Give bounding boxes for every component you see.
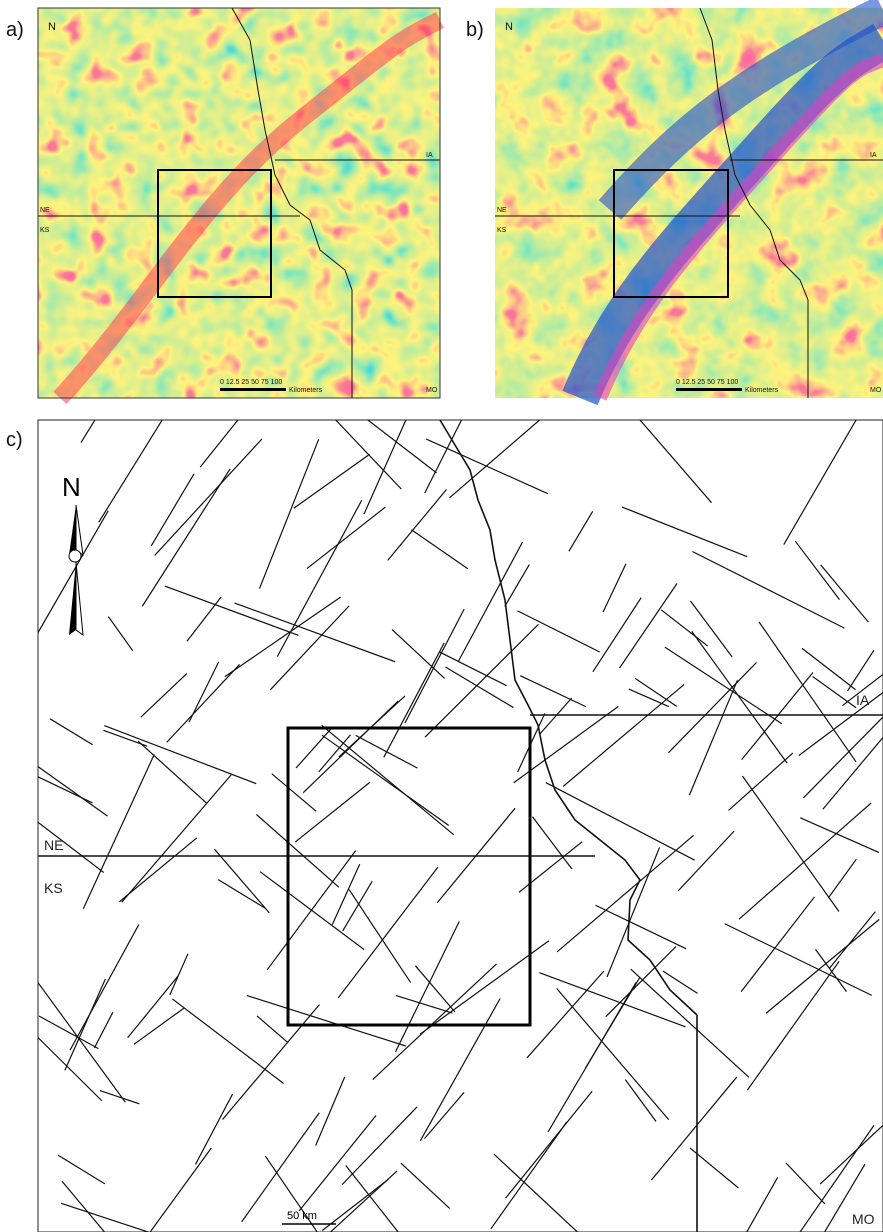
panel-label: c) [6,429,23,451]
state: IA [426,152,433,159]
scale-numbers: 0 12.5 25 50 75 100 [676,379,738,386]
state: MO [870,387,882,394]
scale-unit: Kilometers [745,387,779,394]
scale-unit: Kilometers [289,387,323,394]
panel-a: a) N NE KS IA MO 0 12.5 25 50 75 100 Kil… [6,8,440,398]
north: N [48,21,56,33]
state: MO [426,387,438,394]
figure: a) N NE KS IA MO 0 12.5 25 50 75 100 Kil… [0,0,883,1232]
panel-c: c) N NE KS IA MO 50 km [0,362,883,1232]
north: N [505,21,513,33]
panel-label: a) [6,19,24,41]
state: NE [497,207,507,214]
scale-unit: 50 km [287,1210,317,1222]
state: MO [852,1211,875,1227]
state: NE [40,207,50,214]
state: KS [497,227,507,234]
scale-numbers: 0 12.5 25 50 75 100 [220,379,282,386]
state: IA [870,152,877,159]
state: IA [856,692,870,708]
state: KS [40,227,50,234]
state: NE [44,837,63,853]
north: N [62,472,81,502]
panel-b: b) N NE KS IA MO 0 12.5 25 50 75 100 Kil… [466,8,883,398]
panel-label: b) [466,19,484,41]
state: KS [44,880,63,896]
